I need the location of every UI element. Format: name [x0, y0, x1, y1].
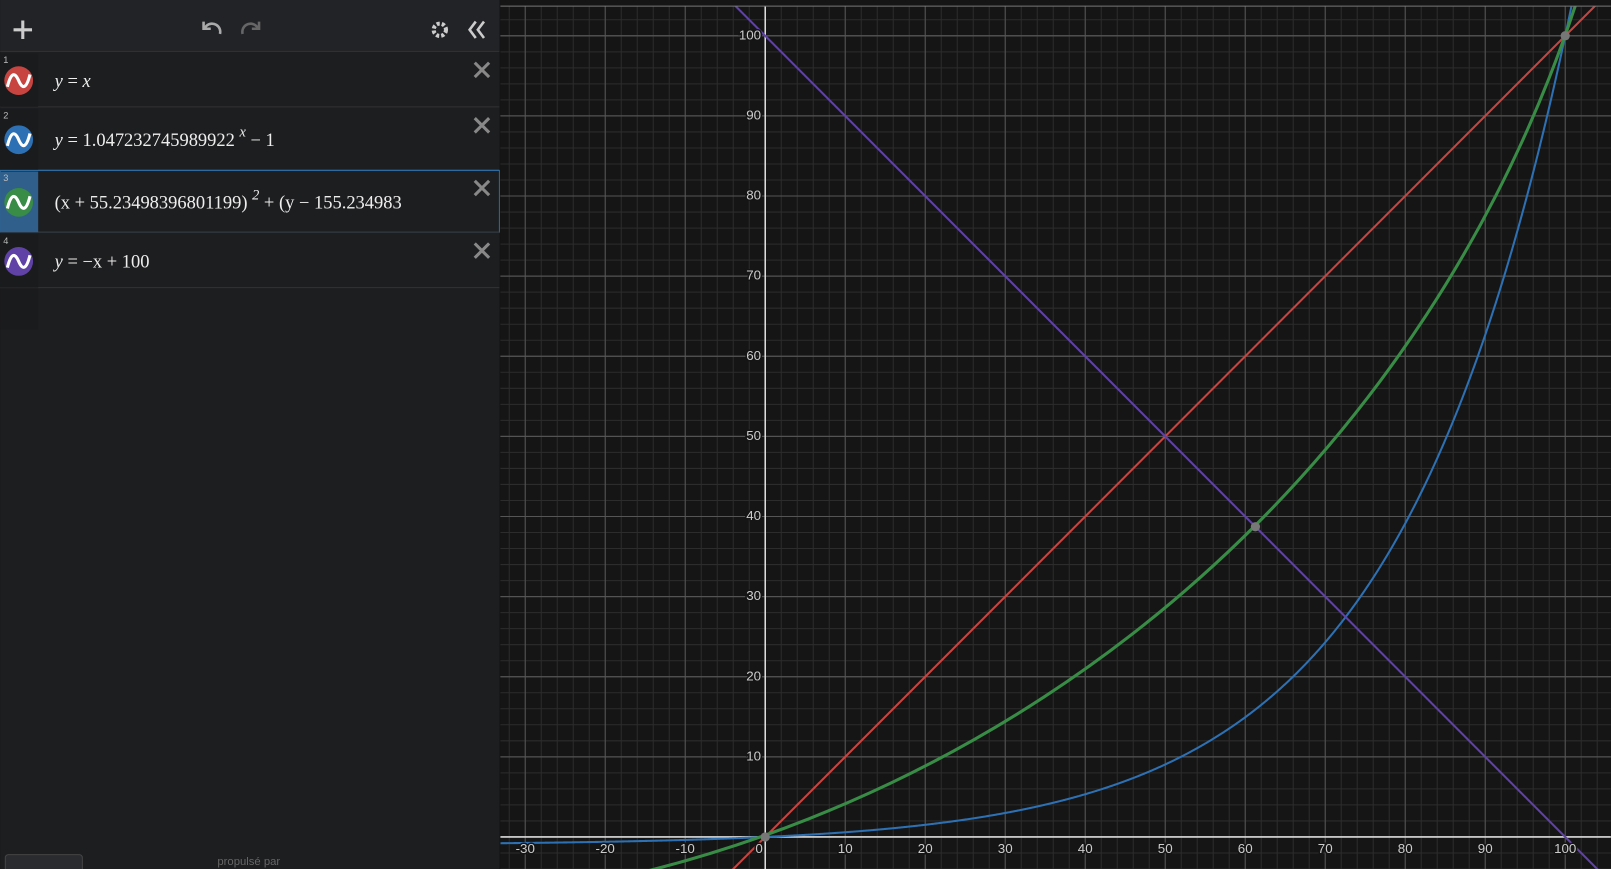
- math-lhs: y: [53, 130, 64, 150]
- math-rhs: −x + 100: [83, 252, 150, 272]
- math-term1: (x + 55.23498396801199): [55, 193, 248, 214]
- graph-background: [500, 0, 1611, 869]
- y-tick-label: 50: [746, 428, 761, 443]
- x-tick-label: 40: [1078, 841, 1093, 856]
- row-number: 2: [3, 111, 8, 121]
- wave-icon: [5, 73, 32, 89]
- y-tick-label: 30: [746, 588, 761, 603]
- expression-math: y = −x + 100: [53, 252, 150, 272]
- x-tick-label: 30: [998, 841, 1013, 856]
- intersection-point[interactable]: [1560, 31, 1570, 41]
- x-tick-label: 90: [1478, 841, 1493, 856]
- x-tick-label: 10: [838, 841, 853, 856]
- expression-row[interactable]: [0, 233, 500, 288]
- expression-math: y = 1.047232745989922 x − 1: [53, 125, 275, 150]
- row-number: 4: [3, 236, 8, 246]
- empty-gutter: [0, 288, 39, 330]
- footer-text: propulsé par: [217, 856, 280, 868]
- x-tick-label: 60: [1238, 841, 1253, 856]
- expression-row[interactable]: [0, 107, 500, 170]
- expression-row[interactable]: [0, 52, 500, 107]
- x-tick-label: 20: [918, 841, 933, 856]
- delete-button[interactable]: [473, 242, 491, 259]
- math-lhs: y: [53, 71, 64, 91]
- wave-icon: [5, 132, 32, 148]
- expression-math: (x + 55.23498396801199) 2 + (y − 155.234…: [55, 187, 402, 213]
- settings-button[interactable]: [431, 21, 449, 39]
- x-tick-label: 80: [1398, 841, 1413, 856]
- y-tick-label: 10: [746, 748, 761, 763]
- y-tick-label: 90: [746, 107, 761, 122]
- row-number: 3: [3, 173, 8, 183]
- delete-button[interactable]: [473, 61, 491, 79]
- x-tick-label: -30: [516, 841, 535, 856]
- x-tick-label: -20: [596, 841, 615, 856]
- wave-icon: [5, 194, 32, 210]
- math-rhs: x: [82, 71, 92, 91]
- keypad-button[interactable]: [4, 854, 83, 869]
- collapse-button[interactable]: [468, 20, 486, 39]
- x-tick-label: 0: [755, 841, 762, 856]
- y-tick-label: 70: [746, 268, 761, 283]
- math-relation: =: [67, 71, 77, 91]
- intersection-point[interactable]: [1250, 522, 1261, 532]
- math-base: 1.047232745989922: [83, 130, 235, 150]
- math-relation: =: [67, 130, 77, 150]
- y-tick-label: 60: [746, 348, 761, 363]
- y-tick-label: 20: [746, 668, 761, 683]
- x-tick-label: 70: [1318, 841, 1333, 856]
- math-relation: =: [67, 252, 77, 272]
- delete-button[interactable]: [473, 179, 491, 197]
- y-tick-label: 100: [739, 27, 761, 42]
- row-number: 1: [3, 55, 8, 65]
- intersection-point[interactable]: [760, 832, 770, 842]
- math-power: x: [239, 125, 247, 141]
- x-tick-label: 50: [1158, 841, 1173, 856]
- math-term2: + (y − 155.234983: [264, 193, 402, 214]
- math-lhs: y: [53, 252, 64, 272]
- redo-button[interactable]: [241, 22, 259, 35]
- undo-arrow: [202, 21, 211, 31]
- undo-button[interactable]: [203, 22, 222, 35]
- x-tick-label: -10: [676, 841, 695, 856]
- delete-button[interactable]: [473, 117, 491, 134]
- y-tick-label: 80: [746, 188, 761, 203]
- curve-line: [734, 6, 1599, 869]
- expression-row[interactable]: [0, 169, 500, 233]
- expression-math: y = x: [53, 71, 92, 91]
- curve-line: [731, 6, 1597, 869]
- toolbar: [0, 0, 500, 52]
- wave-icon: [5, 254, 32, 269]
- redo-arrow: [251, 21, 261, 31]
- add-button[interactable]: [13, 20, 33, 40]
- math-power: 2: [252, 187, 259, 203]
- y-tick-label: 40: [746, 508, 761, 523]
- curve-exponential: [500, 6, 1573, 845]
- x-tick-label: 100: [1554, 841, 1576, 856]
- math-tail: − 1: [251, 130, 275, 150]
